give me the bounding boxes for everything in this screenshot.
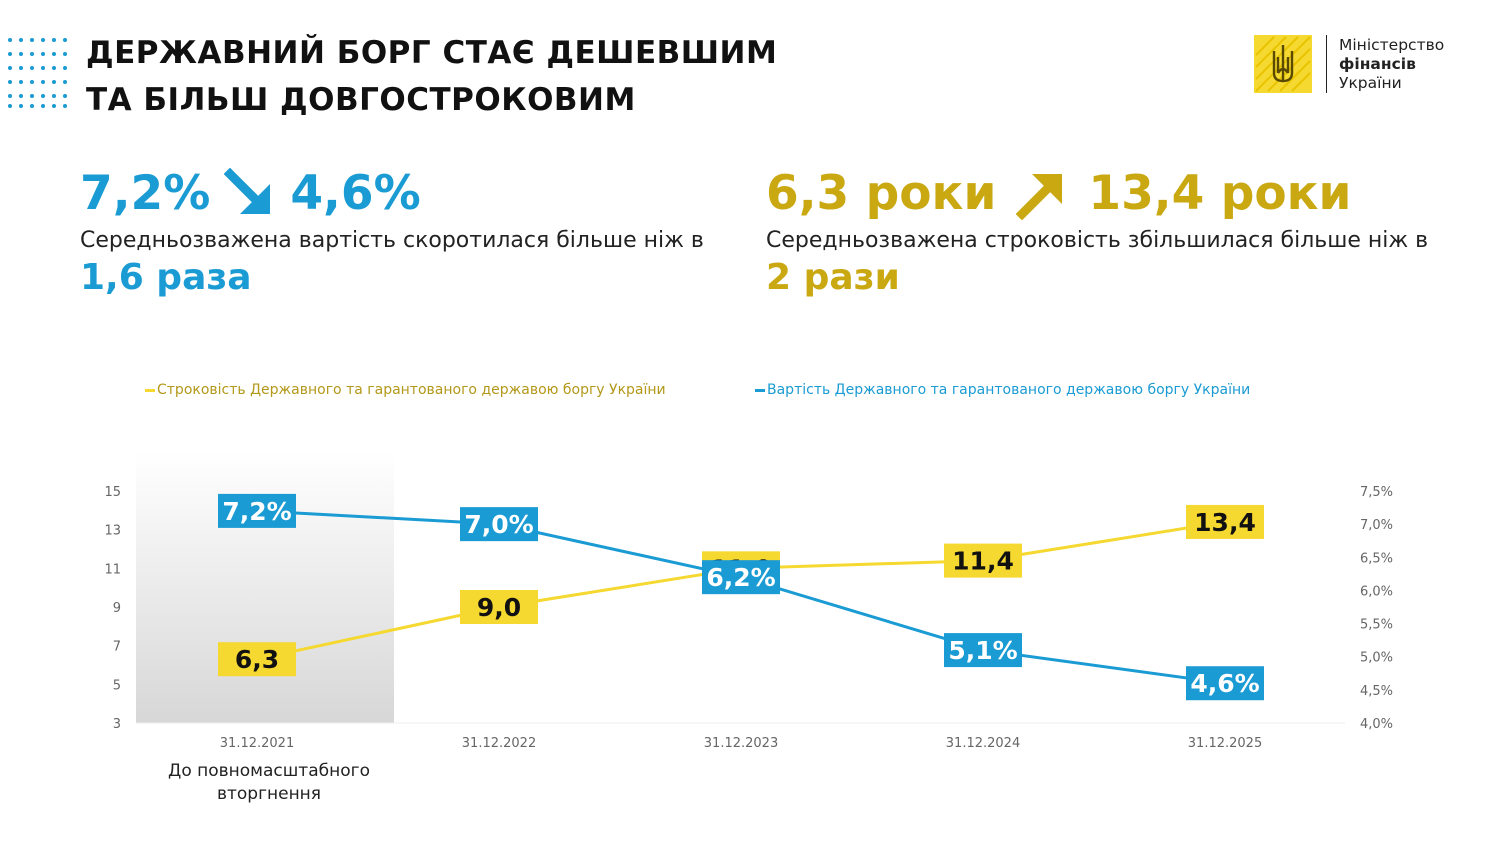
maturity-data-label-box	[218, 642, 296, 677]
cost-data-label: 6,2%	[702, 560, 780, 595]
trident-emblem-icon	[1255, 36, 1311, 92]
cost-data-label: 5,1%	[944, 633, 1022, 668]
cost-data-label-box	[460, 507, 538, 542]
y-right-tick-label: 5,0%	[1360, 651, 1393, 666]
page-title-line-2: ТА БІЛЬШ ДОВГОСТРОКОВИМ	[86, 82, 636, 118]
maturity-stat: 6,3 роки 13,4 роки Середньозважена строк…	[766, 166, 1428, 300]
y-right-tick-label: 7,0%	[1360, 518, 1393, 533]
y-right-tick-label: 7,5%	[1360, 485, 1393, 500]
arrow-down-right-icon	[224, 168, 271, 214]
y-right-tick-label: 6,0%	[1360, 584, 1393, 599]
x-tick-label: 31.12.2024	[946, 736, 1020, 751]
cost-series-line	[256, 509, 1226, 685]
maturity-data-label-text: 9,0	[477, 593, 521, 622]
maturity-data-label-box	[944, 543, 1022, 578]
cost-data-label-text: 4,6%	[1190, 669, 1259, 698]
cost-data-label-text: 5,1%	[948, 636, 1017, 665]
maturity-data-label: 11,4	[944, 543, 1022, 578]
y-right-tick-label: 4,5%	[1360, 684, 1393, 699]
page-title: ДЕРЖАВНИЙ БОРГ СТАЄ ДЕШЕВШИМ ТА БІЛЬШ ДО…	[86, 30, 777, 124]
legend-swatch-maturity	[145, 388, 155, 392]
maturity-change: 6,3 роки 13,4 роки	[766, 166, 1428, 222]
x-tick-label: 31.12.2025	[1188, 736, 1262, 751]
maturity-data-label-text: 13,4	[1194, 508, 1256, 537]
cost-from-value: 7,2%	[80, 166, 211, 221]
y-left-tick-label: 11	[104, 562, 121, 577]
cost-data-label-text: 6,2%	[706, 563, 775, 592]
maturity-data-label-text: 11,4	[952, 547, 1014, 576]
y-left-tick-label: 13	[104, 524, 121, 539]
y-left-tick-label: 5	[113, 678, 121, 693]
ministry-logo	[1254, 35, 1312, 93]
cost-data-label-text: 7,2%	[222, 497, 291, 526]
cost-data-label-box	[1186, 666, 1264, 701]
maturity-data-label: 13,4	[1186, 504, 1264, 539]
prewar-note: До повномасштабного вторгнення	[168, 761, 370, 804]
cost-data-label: 7,2%	[218, 493, 296, 528]
ministry-name: Міністерство фінансів України	[1339, 36, 1444, 93]
page-title-line-1: ДЕРЖАВНИЙ БОРГ СТАЄ ДЕШЕВШИМ	[86, 35, 778, 71]
cost-change: 7,2% 4,6%	[80, 166, 704, 222]
ministry-name-line-3: України	[1339, 74, 1402, 92]
cost-data-label-box	[218, 493, 296, 528]
cost-data-label: 7,0%	[460, 507, 538, 542]
maturity-description: Середньозважена строковість збільшилася …	[766, 228, 1429, 253]
cost-stat: 7,2% 4,6% Середньозважена вартість скоро…	[80, 166, 704, 300]
cost-data-label-text: 7,0%	[464, 510, 533, 539]
cost-data-label: 4,6%	[1186, 666, 1264, 701]
cost-data-label-box	[944, 633, 1022, 668]
cost-description: Середньозважена вартість скоротилася біл…	[80, 228, 704, 253]
y-left-tick-label: 7	[113, 640, 121, 655]
legend-swatch-cost	[755, 388, 765, 392]
y-right-tick-label: 4,0%	[1360, 717, 1393, 732]
logo-divider	[1326, 35, 1327, 93]
maturity-data-label-box	[1186, 504, 1264, 539]
maturity-data-label-text: 6,3	[235, 645, 279, 674]
legend-label-cost: Вартість Державного та гарантованого дер…	[767, 382, 1251, 398]
y-left-tick-label: 3	[113, 717, 121, 732]
ministry-name-line-1: Міністерство	[1339, 36, 1445, 54]
cost-data-label-box	[702, 560, 780, 595]
cost-multiplier: 1,6 раза	[80, 257, 252, 298]
maturity-from-value: 6,3 роки	[766, 166, 997, 221]
y-left-tick-label: 9	[113, 601, 121, 616]
y-right-tick-label: 6,5%	[1360, 551, 1393, 566]
cost-to-value: 4,6%	[290, 166, 421, 221]
legend-item-maturity: Строковість Державного та гарантованого …	[145, 382, 666, 398]
legend-label-maturity: Строковість Державного та гарантованого …	[157, 382, 666, 398]
maturity-data-label: 9,0	[460, 590, 538, 624]
maturity-multiplier: 2 рази	[766, 257, 900, 298]
legend-item-cost: Вартість Державного та гарантованого дер…	[755, 382, 1250, 398]
maturity-data-label: 6,3	[218, 642, 296, 677]
x-tick-label: 31.12.2023	[704, 736, 778, 751]
x-tick-label: 31.12.2022	[462, 736, 536, 751]
ministry-name-line-2: фінансів	[1339, 55, 1416, 73]
prewar-shaded-area	[136, 452, 394, 723]
x-tick-label: 31.12.2021	[220, 736, 294, 751]
y-right-tick-label: 5,5%	[1360, 618, 1393, 633]
arrow-up-right-icon	[1016, 174, 1063, 220]
maturity-data-label-box	[460, 590, 538, 624]
decorative-dots-icon	[8, 38, 67, 108]
y-left-tick-label: 15	[104, 485, 121, 500]
maturity-to-value: 13,4 роки	[1088, 166, 1352, 221]
